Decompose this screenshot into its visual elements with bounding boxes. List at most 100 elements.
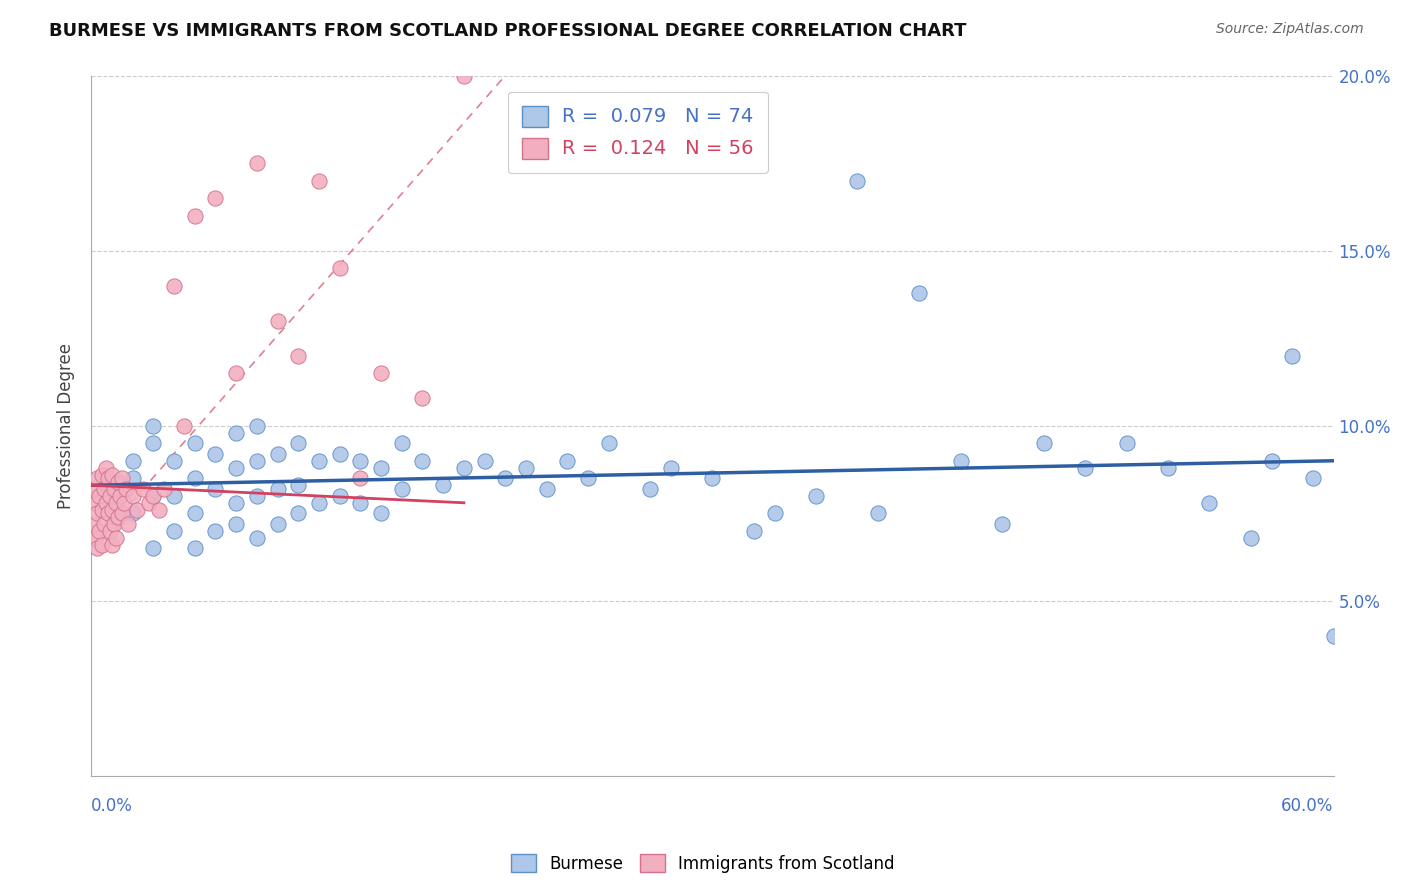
Point [329, 489, 352, 503]
Point [991, 516, 1014, 531]
Point [82, 482, 104, 496]
Point [763, 506, 786, 520]
Point [152, 482, 174, 496]
Point [370, 506, 392, 520]
Point [86, 506, 108, 520]
Point [266, 313, 288, 327]
Point [183, 436, 205, 450]
Point [266, 447, 288, 461]
Point [266, 516, 288, 531]
Point [121, 506, 143, 520]
Point [183, 471, 205, 485]
Point [576, 471, 599, 485]
Point [121, 471, 143, 485]
Point [163, 524, 186, 538]
Point [89, 489, 111, 503]
Point [107, 509, 129, 524]
Y-axis label: Professional Degree: Professional Degree [58, 343, 75, 508]
Point [846, 173, 869, 187]
Point [308, 173, 330, 187]
Point [225, 425, 247, 440]
Point [111, 506, 134, 520]
Point [204, 191, 226, 205]
Point [494, 471, 516, 485]
Point [349, 471, 371, 485]
Point [84, 531, 107, 545]
Point [1157, 460, 1180, 475]
Point [101, 538, 124, 552]
Text: BURMESE VS IMMIGRANTS FROM SCOTLAND PROFESSIONAL DEGREE CORRELATION CHART: BURMESE VS IMMIGRANTS FROM SCOTLAND PROF… [49, 22, 967, 40]
Point [329, 261, 352, 276]
Point [204, 482, 226, 496]
Point [329, 447, 352, 461]
Point [557, 454, 579, 468]
Point [117, 516, 139, 531]
Point [246, 418, 269, 433]
Point [90, 467, 112, 482]
Point [308, 454, 330, 468]
Point [163, 454, 186, 468]
Point [90, 538, 112, 552]
Point [659, 460, 682, 475]
Point [148, 503, 170, 517]
Point [101, 467, 124, 482]
Point [432, 478, 454, 492]
Point [908, 285, 931, 300]
Point [1260, 454, 1282, 468]
Point [125, 503, 148, 517]
Point [142, 489, 165, 503]
Point [183, 209, 205, 223]
Point [1302, 471, 1324, 485]
Point [183, 506, 205, 520]
Point [411, 454, 433, 468]
Point [1074, 460, 1097, 475]
Point [103, 482, 125, 496]
Point [121, 489, 143, 503]
Point [742, 524, 765, 538]
Point [225, 496, 247, 510]
Point [82, 516, 104, 531]
Point [94, 460, 117, 475]
Point [453, 460, 475, 475]
Point [225, 366, 247, 380]
Point [598, 436, 620, 450]
Point [94, 496, 117, 510]
Point [453, 69, 475, 83]
Point [101, 482, 124, 496]
Point [246, 531, 269, 545]
Point [163, 278, 186, 293]
Point [246, 156, 269, 170]
Point [142, 541, 165, 556]
Point [86, 541, 108, 556]
Point [115, 482, 138, 496]
Point [1240, 531, 1263, 545]
Point [98, 524, 121, 538]
Point [474, 454, 496, 468]
Point [90, 503, 112, 517]
Point [138, 496, 160, 510]
Point [287, 436, 309, 450]
Point [349, 496, 371, 510]
Point [225, 460, 247, 475]
Point [370, 366, 392, 380]
Point [1198, 496, 1220, 510]
Point [370, 460, 392, 475]
Point [804, 489, 827, 503]
Point [163, 489, 186, 503]
Point [638, 482, 661, 496]
Point [266, 482, 288, 496]
Point [868, 506, 890, 520]
Point [287, 478, 309, 492]
Point [173, 418, 195, 433]
Point [411, 391, 433, 405]
Legend: Burmese, Immigrants from Scotland: Burmese, Immigrants from Scotland [505, 847, 901, 880]
Point [86, 471, 108, 485]
Point [287, 349, 309, 363]
Legend: R =  0.079   N = 74, R =  0.124   N = 56: R = 0.079 N = 74, R = 0.124 N = 56 [508, 92, 768, 173]
Point [536, 482, 558, 496]
Point [246, 454, 269, 468]
Point [107, 475, 129, 489]
Point [101, 516, 124, 531]
Point [1323, 629, 1346, 643]
Point [89, 524, 111, 538]
